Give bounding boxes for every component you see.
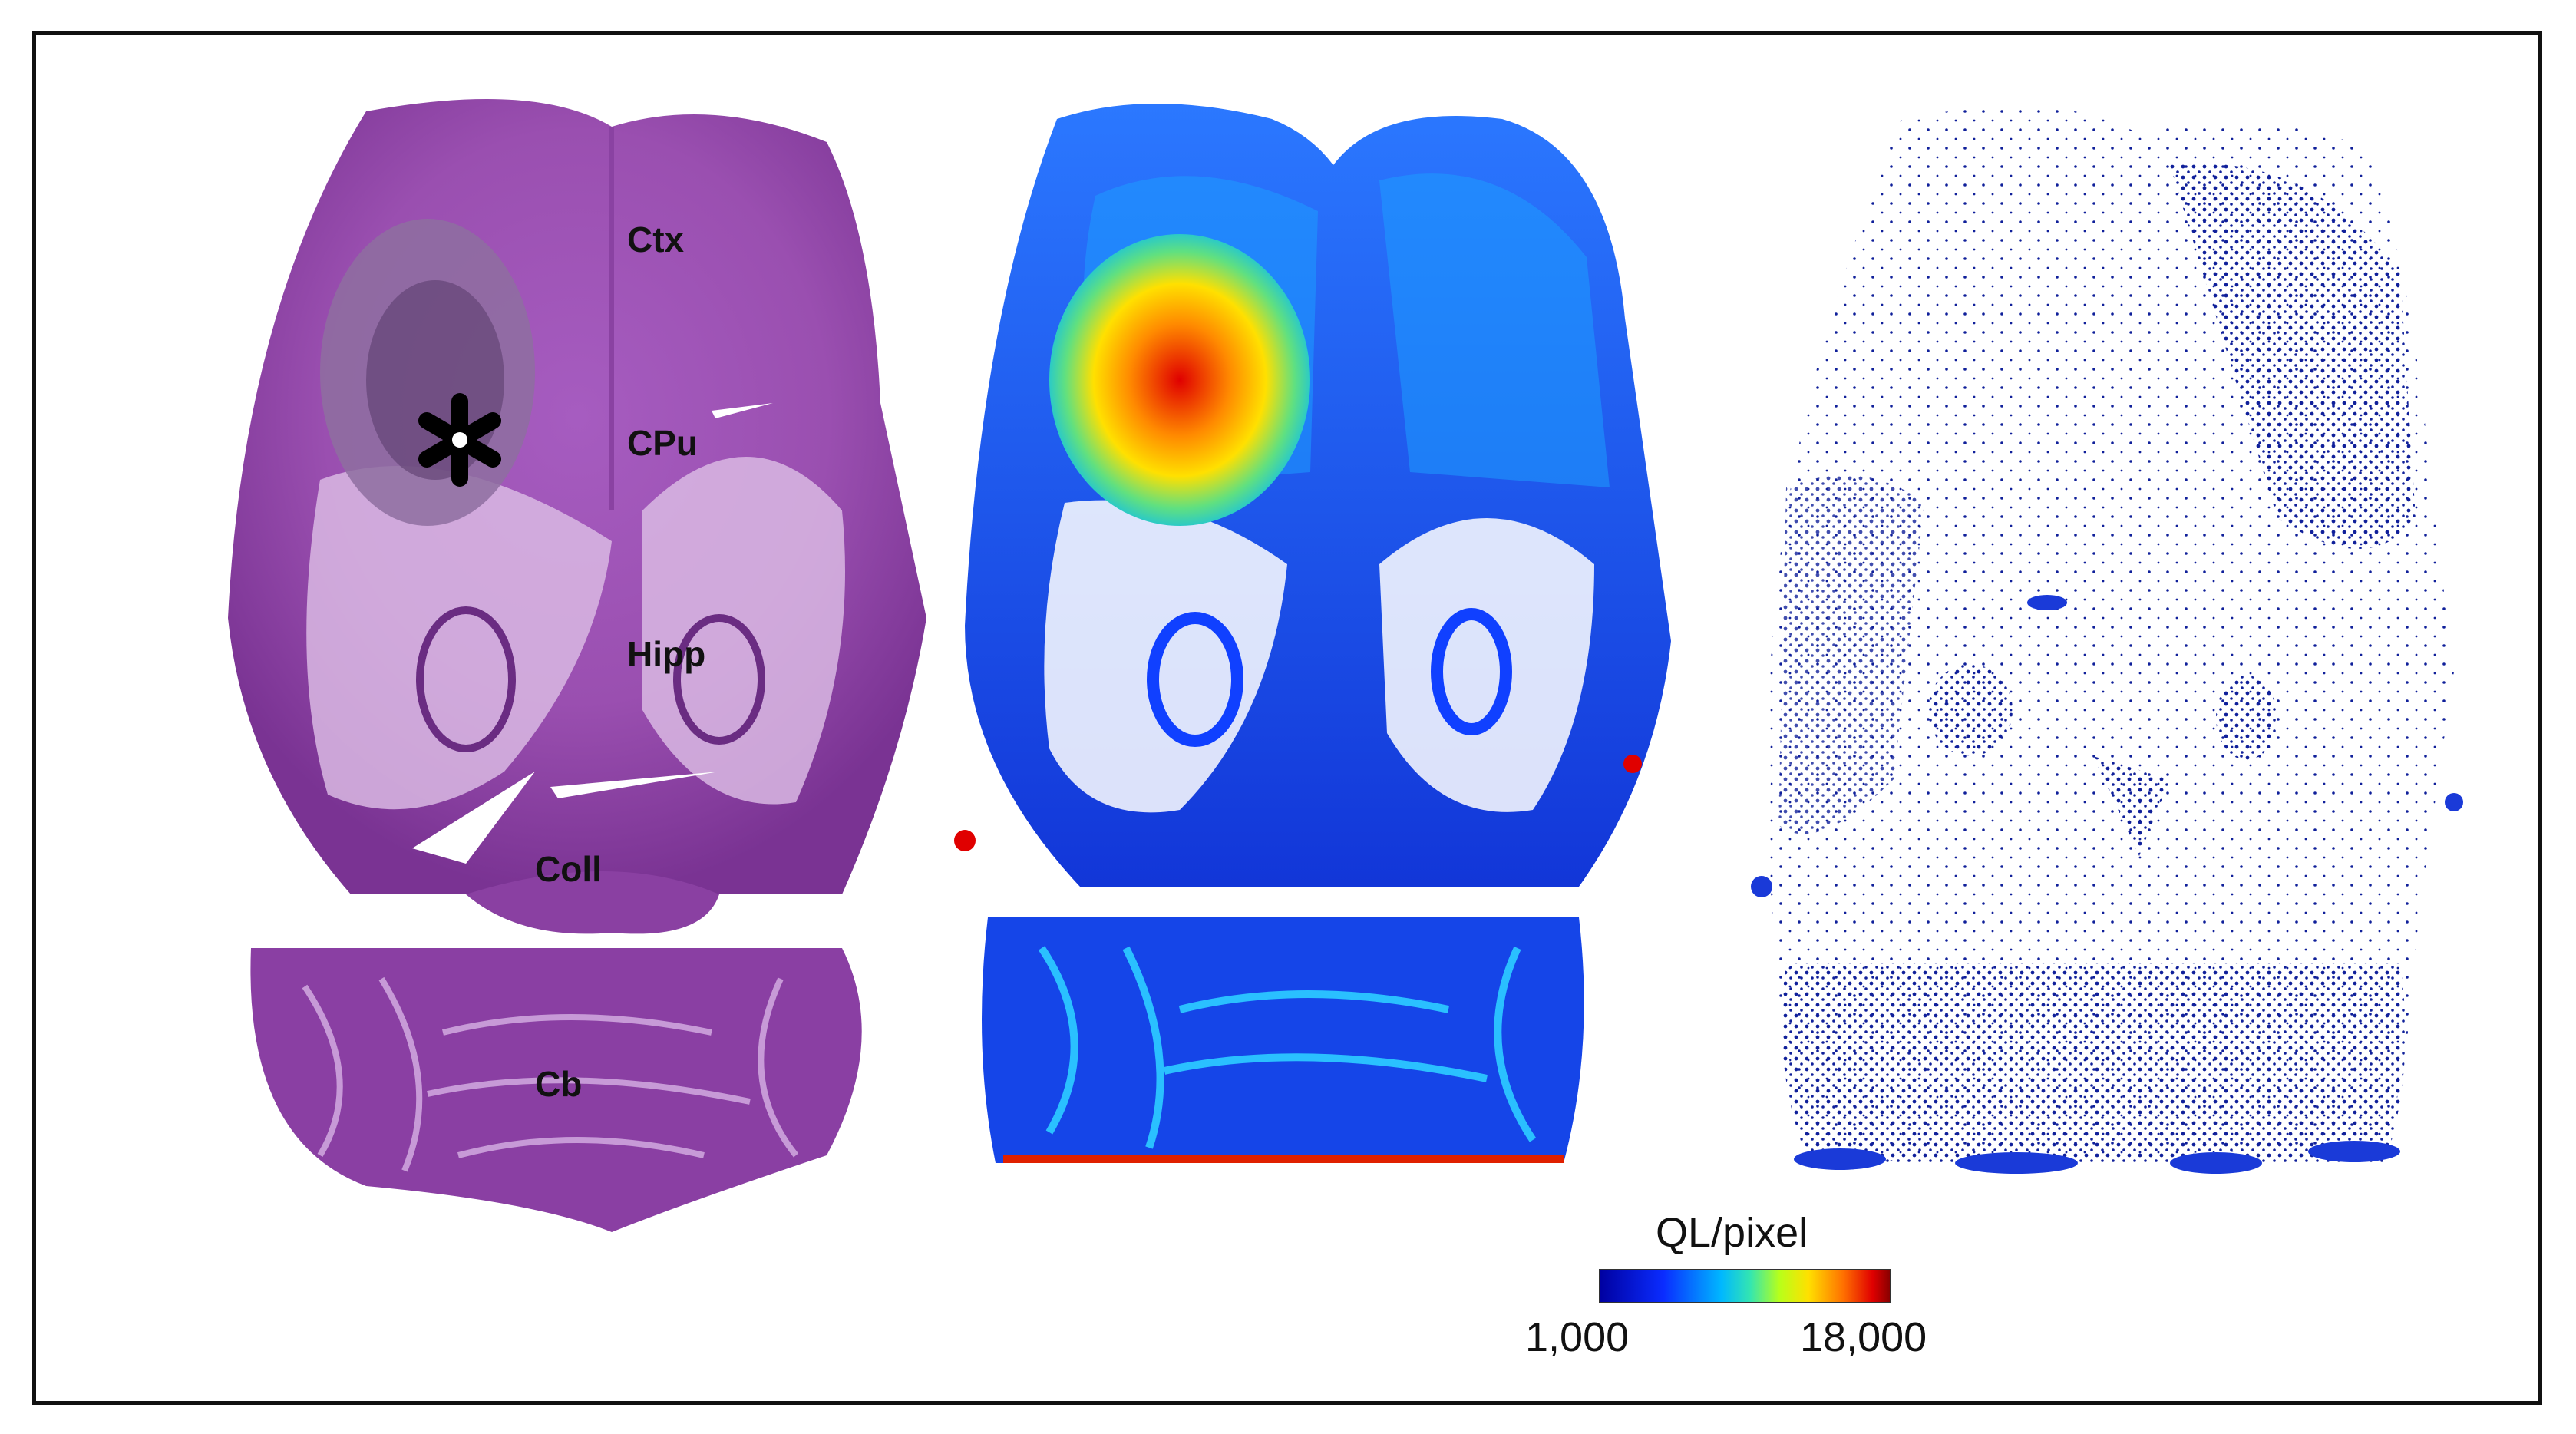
label-cb: Cb: [535, 1064, 583, 1104]
tumor-asterisk-icon: [418, 393, 501, 487]
colorbar-gradient: [1599, 1269, 1891, 1303]
heatmap-white-matter-right: [1379, 518, 1594, 812]
dot-map-section: [1740, 88, 2508, 1240]
hippocampus-left: [416, 606, 516, 752]
colorbar-min-label: 1,000: [1525, 1314, 1630, 1360]
label-hipp: Hipp: [627, 634, 706, 674]
colorbar-legend: QL/pixel 1,000 18,000: [1525, 1209, 1955, 1393]
he-section-image: [228, 99, 926, 1232]
heatmap-image: [954, 104, 1671, 1163]
hippocampus-right: [673, 614, 765, 745]
figure-frame: Ctx CPu Hipp Coll Cb: [32, 31, 2542, 1405]
he-stained-section: Ctx CPu Hipp Coll Cb: [213, 81, 996, 1263]
label-ctx: Ctx: [627, 220, 685, 259]
ql-heatmap-section: [949, 88, 1725, 1240]
white-matter-left: [306, 466, 612, 810]
dot-map-cerebellum: [1782, 963, 2406, 1163]
label-coll: Coll: [535, 849, 602, 889]
colorbar-max-label: 18,000: [1800, 1314, 1927, 1360]
heatmap-cerebellum: [982, 917, 1584, 1163]
colorbar-title: QL/pixel: [1656, 1210, 1808, 1256]
colliculi: [466, 871, 719, 934]
cerebellum-folia: [302, 976, 799, 1172]
heatmap-white-matter-left: [1044, 500, 1287, 813]
tumor-hotspot: [1049, 234, 1310, 526]
label-cpu: CPu: [627, 423, 698, 463]
dot-map-image: [1751, 107, 2463, 1174]
